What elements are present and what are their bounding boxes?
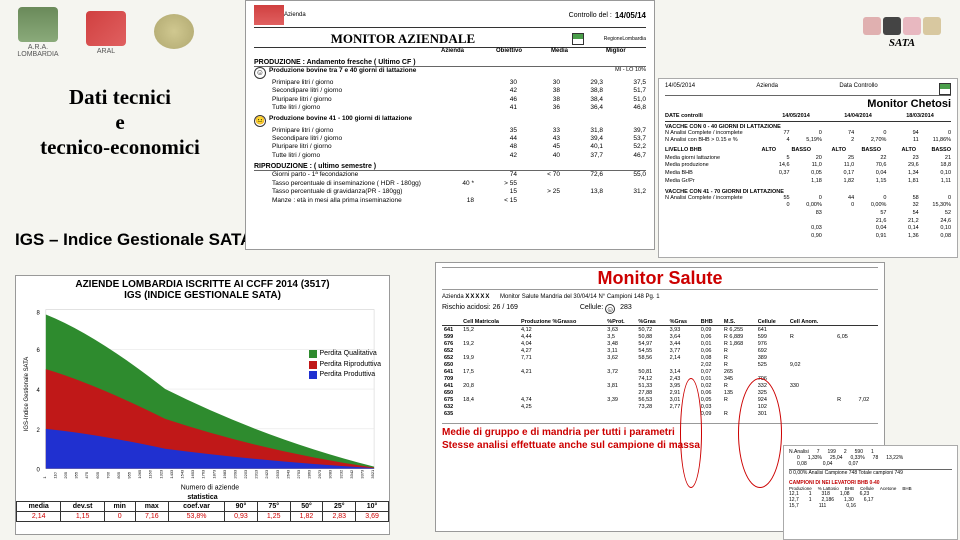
chart-title1: AZIENDE LOMBARDIA ISCRITTE AI CCFF 2014 … [19,279,386,290]
header-logos-right: SATA [852,5,952,60]
svg-text:1065: 1065 [137,469,142,479]
svg-text:2: 2 [37,428,41,434]
oval-highlight-1 [680,378,702,488]
svg-text:4: 4 [37,388,41,394]
neutral-icon: 😐 [254,115,266,127]
header-logos-left: A.R.A. LOMBARDIA ARAL [8,5,204,60]
svg-text:0: 0 [37,468,41,474]
stats-table: mediadev.stminmaxcoef.var90°75°50°25°10°… [16,501,389,522]
svg-text:6: 6 [37,348,41,354]
ms-footer1: Medie di gruppo e di mandria per tutti i… [442,423,878,439]
svg-text:2533: 2533 [275,469,280,479]
svg-text:1323: 1323 [158,469,163,479]
ms-cellule-label: Cellule: [580,304,603,311]
svg-text:2973: 2973 [317,469,322,479]
sata-label: SATA [889,37,915,49]
ms-rischio-label: Rischio acidosi: [442,304,491,311]
mc-date-tl: 14/05/2014 [665,83,695,95]
ma-sec1-sub2: Produzione bovine 41 - 100 giorni di lat… [269,115,412,127]
svg-text:3521: 3521 [370,469,375,479]
svg-text:3083: 3083 [328,469,333,479]
chart-title2: IGS (INDICE GESTIONALE SATA) [19,290,386,301]
mc-dc: Data Controllo [839,83,877,95]
stats-label: statistica [16,494,389,501]
smile-icon-2: ☺ [605,304,615,314]
igs-title: IGS – Indice Gestionale SATA [15,230,252,250]
page-title: Dati tecnici e tecnico-economici [15,85,225,161]
ms-subtitle: Monitor Salute Mandria del 30/04/14 N° C… [500,294,660,300]
chart-svg: IGS-Indice Gestionale SATA Numero di azi… [16,304,389,494]
ms-table: Cell MatricolaProduzione %Grasso%Prot.%G… [442,318,878,417]
svg-text:1653: 1653 [190,469,195,479]
lombardia-flag-icon [572,33,584,45]
ms-rischio-val: 26 / 169 [493,304,518,311]
ma-sec1-sub: Produzione bovine tra 7 e 40 giorni di l… [269,67,416,79]
mc-level-label: LIVELLO BHB [665,147,741,155]
ma-title: MONITOR AZIENDALE [254,31,552,47]
svg-text:1763: 1763 [201,469,206,479]
ara-logo: A.R.A. LOMBARDIA [8,5,68,60]
svg-text:3342: 3342 [349,470,354,479]
svg-text:1543: 1543 [179,469,184,479]
svg-text:1983: 1983 [222,469,227,479]
svg-text:605: 605 [95,471,100,478]
mc-title: Monitor Chetosi [665,98,951,110]
ms-title: Monitor Salute [442,267,878,290]
svg-text:2643: 2643 [285,469,290,479]
ms-az-label: Azienda [442,294,464,300]
sata-logo: SATA [852,5,952,60]
smile-icon: ☺ [254,67,266,79]
aral-label: ARAL [97,48,115,55]
aral-logo: ARAL [76,5,136,60]
ms-cellule-val: 283 [620,304,632,311]
svg-text:2203: 2203 [243,469,248,479]
svg-text:2093: 2093 [232,469,237,479]
svg-text:205: 205 [63,471,68,478]
seal-logo [144,5,204,60]
svg-text:1160: 1160 [148,469,153,478]
mc-az: Azienda [756,83,778,95]
chart-xlabel: Numero di aziende [181,485,239,492]
ms-az-val: XXXXX [465,294,490,300]
oval-highlight-2 [738,378,782,488]
ma-controllo-date: 14/05/14 [615,11,646,20]
svg-text:1433: 1433 [169,469,174,479]
svg-text:955: 955 [127,471,132,478]
svg-text:2313: 2313 [254,469,259,479]
svg-text:475: 475 [84,471,89,478]
ara-label: A.R.A. LOMBARDIA [17,44,58,58]
svg-text:805: 805 [116,471,121,478]
bottom-right-panel: N.Analisi71992590101,33%25,040,33%7813,2… [783,445,958,540]
svg-text:8: 8 [37,310,41,316]
svg-text:2423: 2423 [264,469,269,479]
svg-text:700: 700 [105,471,110,478]
svg-text:355: 355 [74,471,79,478]
chart-legend: Perdita QualitativaPerdita RiproduttivaP… [309,349,381,381]
svg-text:110: 110 [52,471,57,478]
ma-sec1-title: PRODUZIONE : Andamento fresche ( Ultimo … [254,59,646,67]
svg-text:1: 1 [42,476,47,479]
svg-text:2753: 2753 [296,469,301,479]
ma-controllo-label: Controllo del : [569,12,612,19]
svg-text:3232: 3232 [338,470,343,479]
ma-sec2-title: RIPRODUZIONE : ( ultimo semestre ) [254,163,646,171]
lombardia-flag-icon-2 [939,83,951,95]
igs-chart-panel: AZIENDE LOMBARDIA ISCRITTE AI CCFF 2014 … [15,275,390,535]
svg-text:3373: 3373 [359,469,364,479]
monitor-chetosi-panel: 14/05/2014 Azienda Data Controllo Monito… [658,78,958,258]
svg-text:1873: 1873 [211,469,216,479]
chart-ylabel: IGS-Indice Gestionale SATA [24,357,30,432]
mc-date-header: DATE controlli [665,113,765,121]
ma-azienda-label: Azienda [284,12,306,18]
svg-text:2863: 2863 [307,469,312,479]
monitor-aziendale-panel: Azienda Controllo del : 14/05/14 MONITOR… [245,0,655,250]
